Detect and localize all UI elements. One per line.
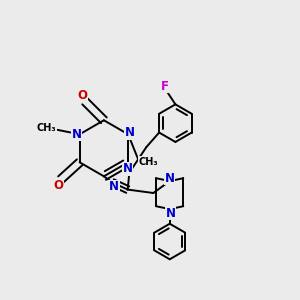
Text: O: O <box>77 89 87 102</box>
Text: CH₃: CH₃ <box>37 124 56 134</box>
Text: N: N <box>125 126 135 139</box>
Text: N: N <box>72 128 82 141</box>
Text: O: O <box>53 179 63 192</box>
Text: N: N <box>165 172 175 185</box>
Text: N: N <box>109 180 119 193</box>
Text: F: F <box>161 80 169 93</box>
Text: N: N <box>123 162 133 175</box>
Text: N: N <box>165 207 176 220</box>
Text: CH₃: CH₃ <box>138 157 158 166</box>
